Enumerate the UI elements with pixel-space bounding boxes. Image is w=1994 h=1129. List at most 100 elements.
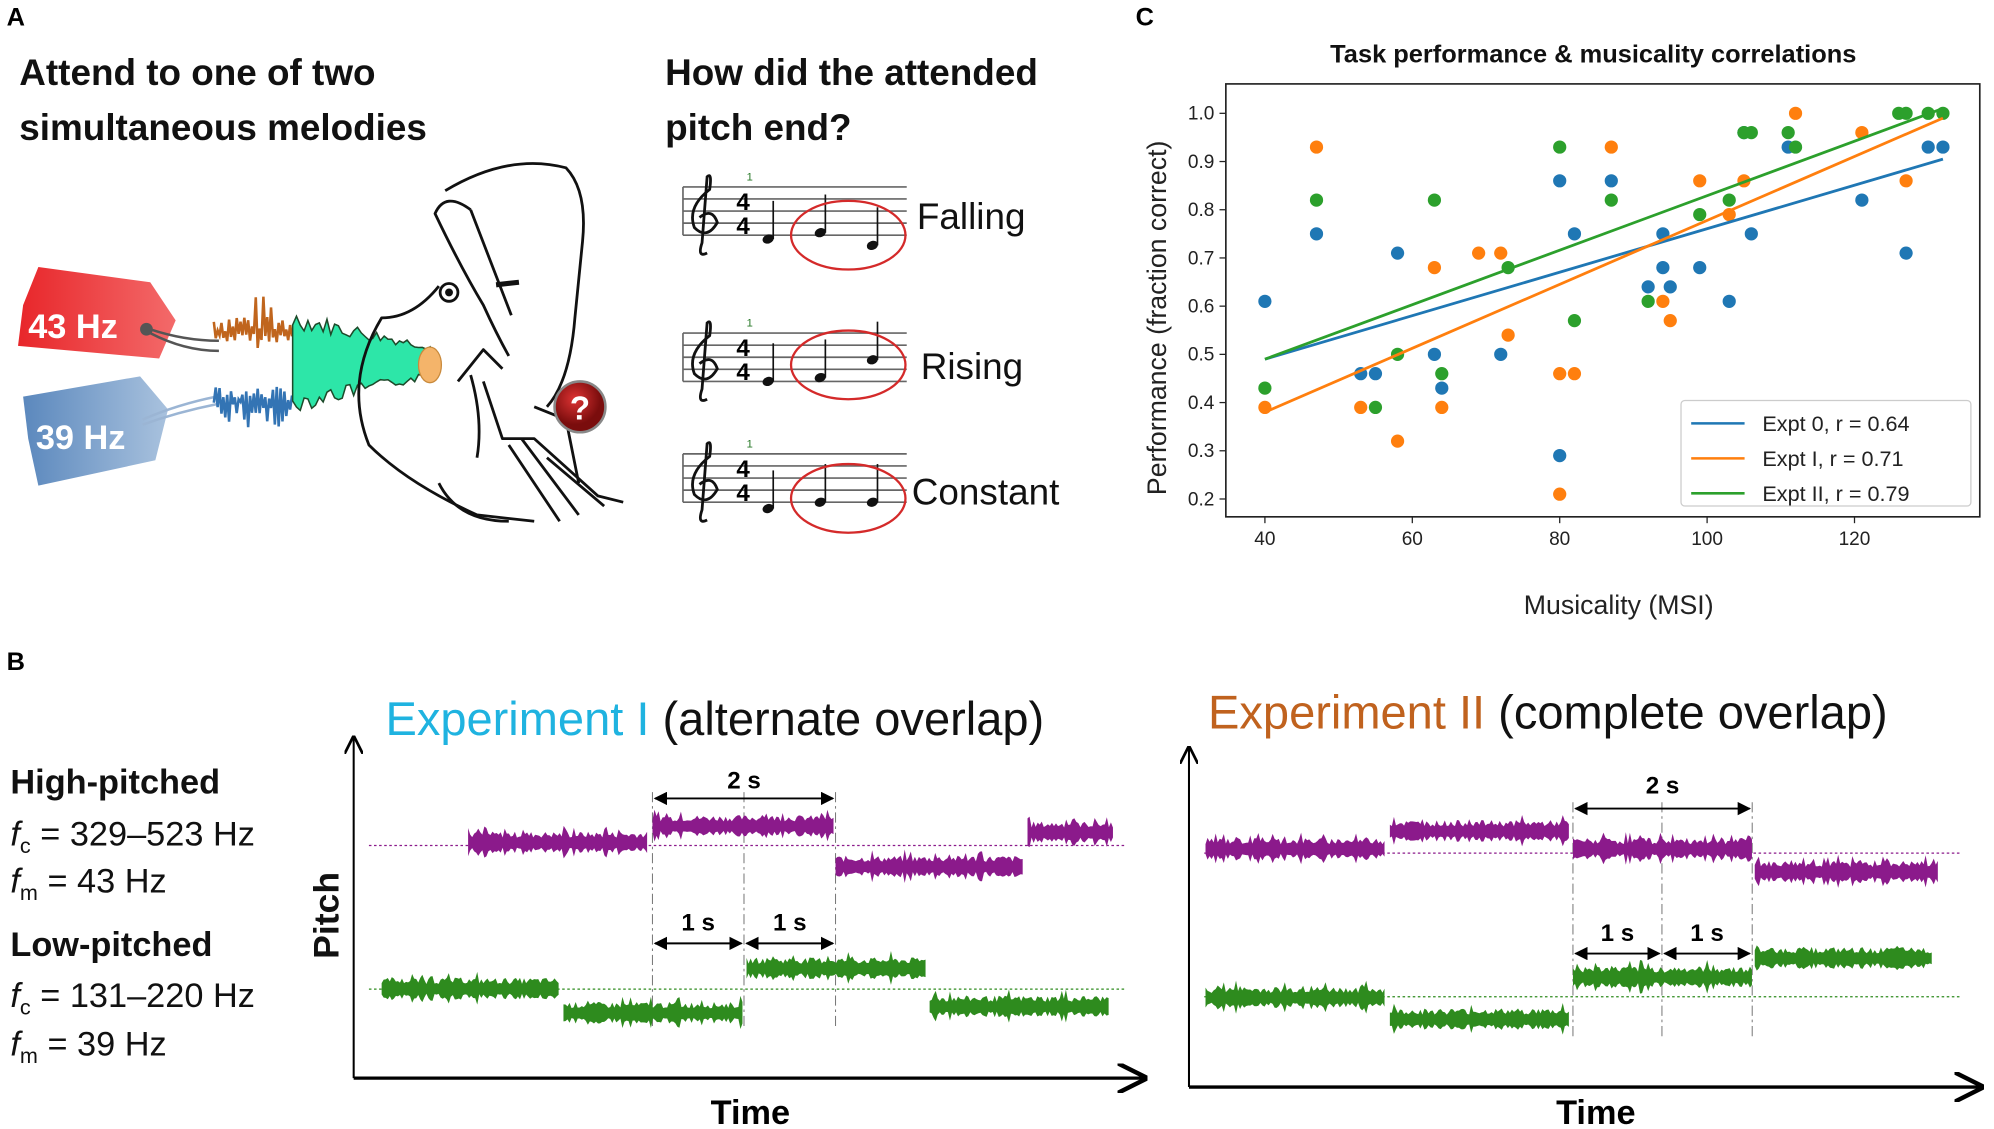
y-tick-label: 0.5 [1188,345,1215,366]
answer-falling: Falling [917,196,1026,237]
tag-39hz-label: 39 Hz [36,419,126,457]
data-point-expt-ii [1744,125,1758,140]
scatter-chart: 40 60 80 100 120 0.2 0.3 0.4 0.5 0.6 0.7 0.8 0.9 1.0 E… [1188,83,1981,550]
time-signature-bottom: 4 [736,213,750,240]
y-tick-label: 0.3 [1188,441,1215,462]
data-point-expt-ii [1567,314,1582,328]
low-pitched-tone [1572,960,1752,994]
low-pitched-tone [1389,1003,1569,1035]
data-point-expt-0 [1604,174,1618,188]
time-signature-top: 4 [736,189,750,216]
staff-falling: 44 1 Falling [682,172,1026,271]
high-fc: fc = 329–523 Hz [10,815,255,858]
data-point-expt-0 [1855,193,1869,207]
high-pitched-tone [1027,816,1113,848]
exp2-time-label: Time [1556,1094,1635,1129]
data-point-expt-i [1501,328,1515,342]
high-pitched-tone [468,825,648,859]
data-point-expt-ii [1368,400,1383,415]
x-tick-label: 60 [1402,529,1423,550]
panel-c: C Task performance & musicality correlat… [1136,3,1981,620]
data-point-expt-ii [1427,193,1442,207]
data-point-expt-i [1656,294,1670,308]
pitch-axis-label: Pitch [306,872,346,959]
staff-constant: 44 1 Constant [682,439,1060,534]
y-tick-label: 1.0 [1188,104,1215,125]
ending-highlight-circle [789,199,907,271]
data-point-expt-ii [1722,193,1736,207]
data-point-expt-i [1663,314,1677,328]
duration-label-2s: 2 s [727,767,761,794]
quarter-note [866,497,878,507]
data-point-expt-i [1899,174,1913,188]
data-point-expt-0 [1656,260,1670,275]
exp2-diagram: 2 s 1 s 1 s [1189,748,1981,1087]
low-pitched-title: Low-pitched [10,926,212,964]
data-point-expt-0 [1427,347,1442,361]
data-point-expt-i [1435,400,1449,415]
data-point-expt-ii [1309,193,1324,207]
high-pitched-tone [652,809,834,842]
tag-43hz: 43 Hz [18,266,219,359]
quarter-note [762,503,774,514]
data-point-expt-0 [1390,246,1405,260]
duration-label-2s: 2 s [1646,772,1680,799]
regression-line-expt-i [1264,116,1944,414]
duration-label-1s: 1 s [1690,920,1724,947]
staff-rising: 44 1 Rising [682,318,1023,402]
ending-highlight-circle [789,462,907,534]
low-pitched-tone [929,989,1109,1023]
legend-entry: Expt II, r = 0.79 [1762,481,1909,506]
x-tick-label: 80 [1549,529,1570,550]
data-point-expt-0 [1368,367,1383,381]
data-point-expt-ii [1693,207,1707,222]
time-signature-top: 4 [736,335,750,362]
x-tick-label: 120 [1839,529,1871,550]
data-point-expt-i [1604,140,1618,154]
measure-number: 1 [747,172,753,184]
panel-label-b: B [7,648,25,676]
x-tick-label: 100 [1691,529,1723,550]
legend-box [1680,399,1972,507]
quarter-note [814,372,826,383]
task-heading-line-1: Attend to one of two [19,52,375,93]
data-point-expt-0 [1309,227,1324,241]
low-pitched-tone [381,971,559,1005]
data-point-expt-i [1472,246,1486,260]
low-fm: fm = 39 Hz [10,1025,166,1068]
tag-43hz-label: 43 Hz [28,308,118,346]
data-point-expt-i [1309,140,1324,154]
waveform-high [212,296,294,349]
tag-39hz: 39 Hz [23,376,217,486]
data-point-expt-0 [1663,280,1677,294]
high-pitched-tone [1389,814,1569,847]
time-signature-bottom: 4 [736,359,750,386]
question-icon: ? [553,380,607,434]
y-tick-label: 0.2 [1188,489,1215,510]
chart-legend: Expt 0, r = 0.64 Expt I, r = 0.71 Expt II,… [1680,399,1972,507]
data-point-expt-0 [1899,246,1913,260]
data-point-expt-0 [1553,448,1567,463]
data-point-expt-i [1693,174,1707,188]
high-fm: fm = 43 Hz [10,863,166,906]
data-point-expt-i [1553,487,1567,501]
y-tick-label: 0.6 [1188,297,1215,318]
data-point-expt-i [1427,260,1442,275]
data-point-expt-i [1567,367,1582,381]
answer-constant: Constant [912,472,1060,513]
y-tick-label: 0.9 [1188,152,1215,173]
ending-highlight-circle [789,329,907,401]
regression-line-expt-0 [1264,157,1944,361]
high-pitched-tone [1572,832,1752,865]
panel-label-a: A [7,3,25,31]
data-point-expt-ii [1435,367,1449,381]
measure-number: 1 [747,439,753,451]
chart-title: Task performance & musicality correlatio… [1330,40,1856,68]
data-point-expt-ii [1899,106,1913,120]
y-tick-label: 0.8 [1188,200,1215,221]
duration-label-1s: 1 s [773,910,807,937]
data-point-expt-ii [1781,125,1795,140]
measure-number: 1 [747,318,753,330]
data-point-expt-i [1788,106,1803,120]
y-axis-label: Performance (fraction correct) [1142,141,1172,495]
